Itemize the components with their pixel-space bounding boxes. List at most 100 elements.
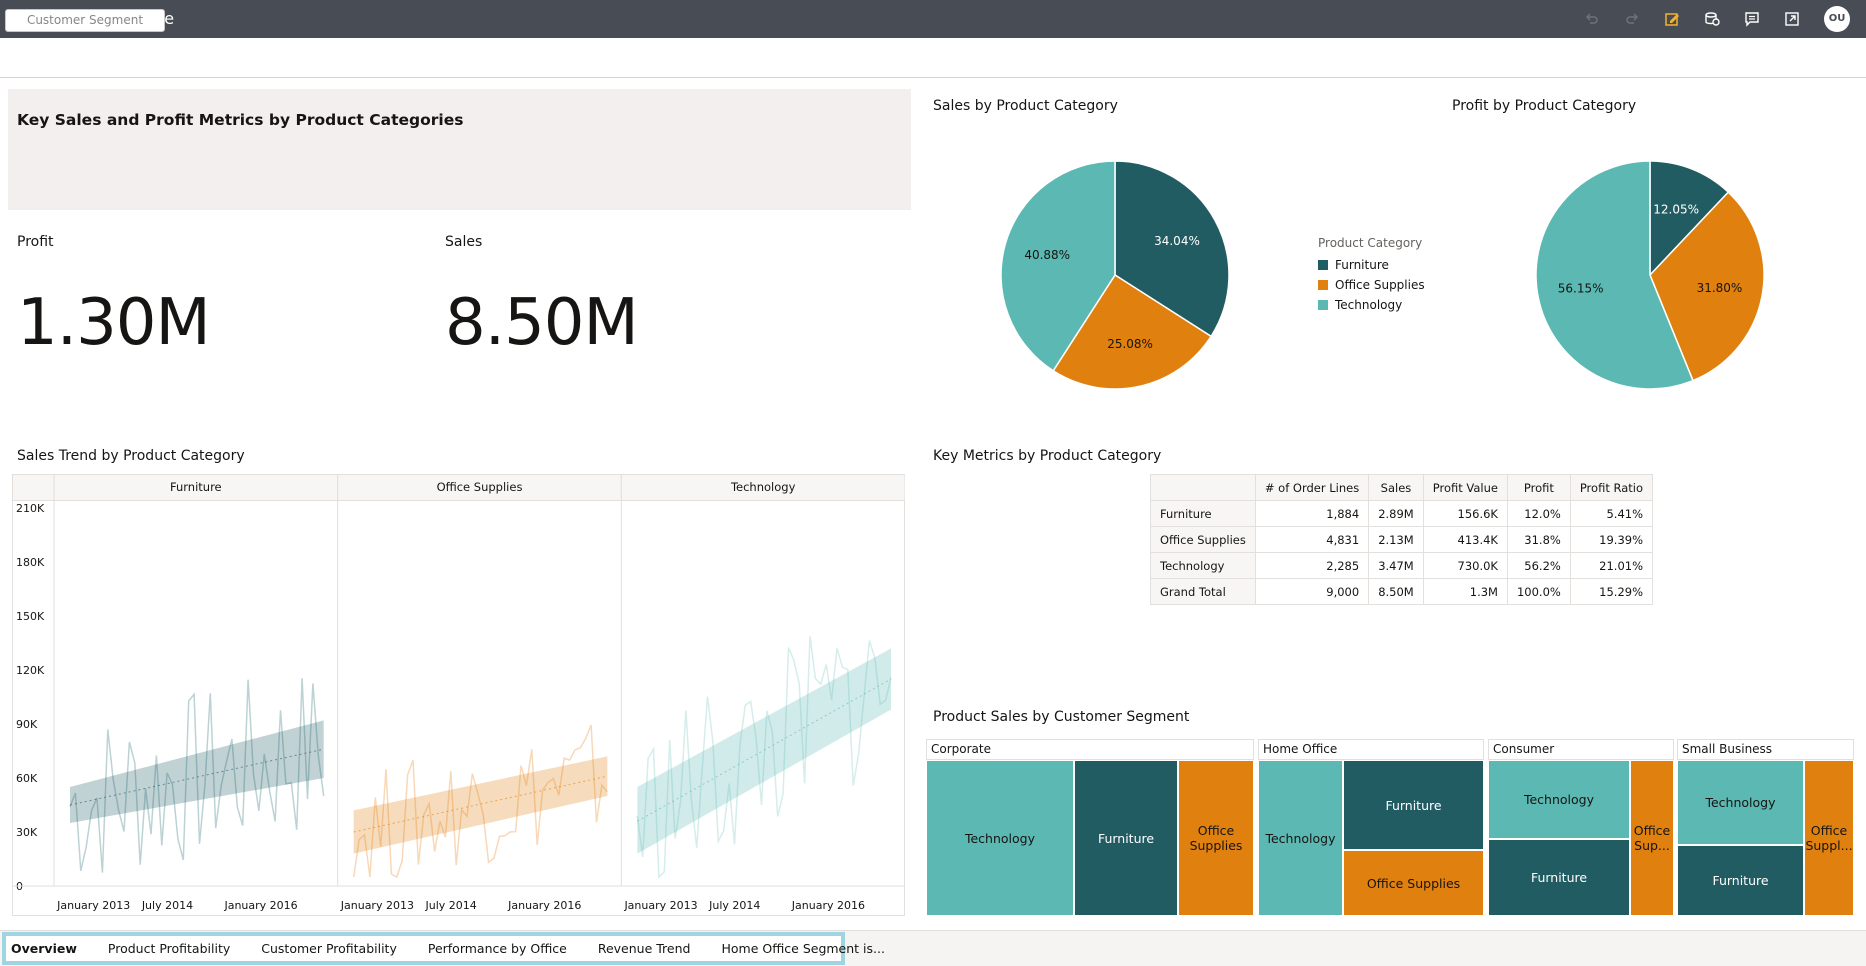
legend-item-office-supplies[interactable]: Office Supplies [1318, 278, 1425, 292]
table-cell: 730.0K [1422, 552, 1508, 579]
panel-header-label: Furniture [170, 480, 222, 494]
treemap-cell[interactable]: Office Sup... [1630, 760, 1674, 916]
row-label: Technology [1150, 552, 1256, 579]
pie-slice-technology[interactable] [1000, 160, 1116, 372]
legend-item-furniture[interactable]: Furniture [1318, 258, 1425, 272]
y-tick-label: 120K [16, 664, 45, 677]
treemap-cell[interactable]: Technology [1488, 760, 1630, 839]
avatar[interactable]: OU [1824, 6, 1850, 32]
treemap-cell[interactable]: Office Supplies [1178, 760, 1254, 916]
table-row: Furniture 1,884 2.89M 156.6K 12.0% 5.41% [1150, 500, 1654, 527]
trend-frame [12, 474, 905, 916]
comment-icon[interactable] [1742, 9, 1762, 29]
sales-kpi-label: Sales [445, 234, 483, 250]
pie-slice-furniture[interactable] [1649, 160, 1730, 277]
table-cell: 21.01% [1569, 552, 1654, 579]
legend-item-technology[interactable]: Technology [1318, 298, 1425, 312]
tab-customer-profitability[interactable]: Customer Profitability [261, 941, 397, 956]
panel-header [620, 474, 905, 501]
legend-swatch [1318, 300, 1328, 310]
row-label: Furniture [1150, 500, 1256, 527]
treemap-cell[interactable]: Furniture [1677, 845, 1804, 916]
legend-swatch [1318, 280, 1328, 290]
trend-line [353, 775, 608, 833]
legend-swatch [1318, 260, 1328, 270]
profit-kpi-value: 1.30M [17, 286, 211, 360]
trend-band[interactable] [70, 720, 324, 823]
table-cell: 156.6K [1422, 500, 1508, 527]
table-cell: 3.47M [1368, 552, 1424, 579]
treemap-cell[interactable]: Office Supplies [1343, 850, 1484, 916]
column-header[interactable]: Sales [1368, 474, 1424, 501]
table-cell: 8.50M [1368, 578, 1424, 605]
panel-header-label: Technology [730, 480, 796, 494]
trend-line [69, 748, 324, 806]
dashboard-heading: Key Sales and Profit Metrics by Product … [17, 111, 464, 129]
actual-sales-line[interactable] [69, 678, 325, 873]
treemap-cell[interactable]: Furniture [1488, 839, 1630, 916]
treemap-cell[interactable]: Technology [1677, 760, 1804, 845]
sales-trend-chart[interactable]: 210K180K150K120K90K60K30K0FurnitureJanua… [12, 474, 905, 916]
segment-label: Small Business [1677, 739, 1854, 760]
tab-home-office-segment[interactable]: Home Office Segment is... [721, 941, 885, 956]
pie-slice-technology[interactable] [1535, 160, 1694, 390]
x-tick-label: July 2014 [141, 899, 193, 912]
data-icon[interactable] [1702, 9, 1722, 29]
y-tick-label: 180K [16, 556, 45, 569]
treemap-segment-consumer: Consumer [1488, 739, 1674, 760]
panel-header-label: Office Supplies [437, 480, 523, 494]
table-cell: 12.0% [1506, 500, 1571, 527]
row-label: Grand Total [1150, 578, 1256, 605]
profit-pie-chart[interactable]: 12.05% 31.80% 56.15% [1525, 150, 1775, 400]
actual-sales-line[interactable] [636, 636, 892, 879]
y-tick-label: 60K [16, 772, 38, 785]
segment-label: Corporate [926, 739, 1254, 760]
tab-performance-by-office[interactable]: Performance by Office [427, 941, 567, 956]
undo-icon[interactable] [1582, 9, 1602, 29]
legend-label: Office Supplies [1335, 278, 1425, 292]
column-header[interactable]: # of Order Lines [1254, 474, 1370, 501]
trend-band[interactable] [353, 756, 608, 854]
treemap-title: Product Sales by Customer Segment [933, 709, 1190, 725]
sales-pie-chart[interactable]: 34.04% 25.08% 40.88% [990, 150, 1240, 400]
treemap-cell[interactable]: Office Suppl... [1804, 760, 1854, 916]
filter-bar [0, 38, 1866, 78]
tab-product-profitability[interactable]: Product Profitability [107, 941, 231, 956]
tab-revenue-trend[interactable]: Revenue Trend [597, 941, 691, 956]
column-header[interactable]: Profit [1506, 474, 1571, 501]
y-tick-label: 30K [16, 826, 38, 839]
table-cell: 2.13M [1368, 526, 1424, 553]
pie-slice-label: 56.15% [1558, 282, 1604, 296]
table-cell: 56.2% [1506, 552, 1571, 579]
tab-overview[interactable]: Overview [11, 941, 77, 956]
column-header [1150, 474, 1256, 501]
x-tick-label: January 2016 [791, 899, 865, 912]
trend-band[interactable] [637, 648, 891, 854]
table-cell: 100.0% [1506, 578, 1571, 605]
profit-kpi-label: Profit [17, 234, 54, 250]
edit-icon[interactable] [1662, 9, 1682, 29]
treemap-cell[interactable]: Furniture [1074, 760, 1178, 916]
y-tick-label: 90K [16, 718, 38, 731]
segment-label: Home Office [1258, 739, 1484, 760]
table-cell: 15.29% [1569, 578, 1654, 605]
x-tick-label: July 2014 [424, 899, 476, 912]
export-icon[interactable] [1782, 9, 1802, 29]
table-cell: 19.39% [1569, 526, 1654, 553]
pie-slice-office-supplies[interactable] [1052, 273, 1213, 390]
column-header[interactable]: Profit Value [1422, 474, 1508, 501]
pie-slice-label: 12.05% [1653, 202, 1699, 216]
treemap-cell[interactable]: Technology [926, 760, 1074, 916]
grand-total-row: Grand Total 9,000 8.50M 1.3M 100.0% 15.2… [1150, 578, 1654, 605]
customer-segment-filter[interactable]: Customer Segment [5, 9, 165, 32]
table-row: Technology 2,285 3.47M 730.0K 56.2% 21.0… [1150, 552, 1654, 579]
column-header[interactable]: Profit Ratio [1569, 474, 1654, 501]
sales-pie-title: Sales by Product Category [933, 98, 1118, 114]
pie-slice-office-supplies[interactable] [1649, 191, 1765, 382]
actual-sales-line[interactable] [352, 724, 608, 879]
table-cell: 2,285 [1254, 552, 1370, 579]
treemap-cell[interactable]: Furniture [1343, 760, 1484, 850]
treemap-cell[interactable]: Technology [1258, 760, 1343, 916]
redo-icon[interactable] [1622, 9, 1642, 29]
table-cell: 1.3M [1422, 578, 1508, 605]
